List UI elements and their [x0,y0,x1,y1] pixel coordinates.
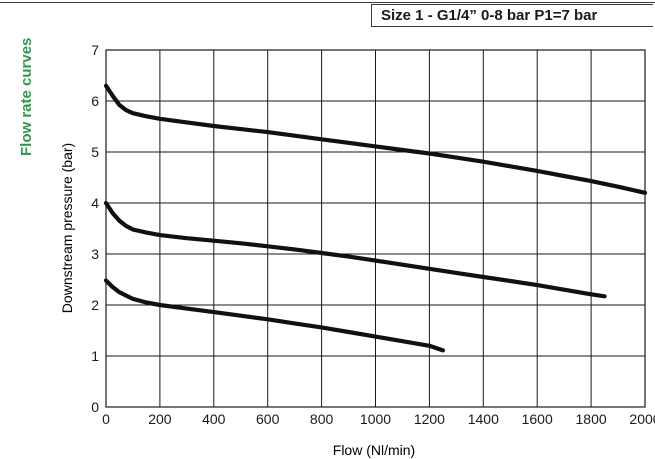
x-tick-label: 400 [202,411,226,427]
x-tick-label: 0 [102,411,110,427]
y-tick-label: 7 [91,42,99,58]
plot-border [105,49,646,408]
x-tick-label: 200 [148,411,172,427]
x-tick-label: 1400 [468,411,499,427]
y-tick-label: 0 [91,399,99,415]
y-tick-label: 4 [91,195,99,211]
grid [105,49,646,408]
curves [103,83,648,353]
y-tick-label: 6 [91,93,99,109]
plot-frame [105,49,646,408]
x-tick-label: 1200 [414,411,445,427]
x-tick-label: 800 [310,411,334,427]
y-tick-label: 2 [91,297,99,313]
x-tick-label: 1000 [360,411,391,427]
curve-2 [103,200,607,299]
x-axis-label: Flow (Nl/min) [333,442,415,458]
x-tick-label: 1800 [576,411,607,427]
y-axis-label: Downstream pressure (bar) [59,143,75,313]
x-tick-label: 600 [256,411,280,427]
x-tick-label: 1600 [522,411,553,427]
curve-3 [103,278,445,353]
size-label: Size 1 - G1/4” 0-8 bar P1=7 bar [371,4,653,27]
curve-1 [103,83,648,195]
y-tick-label: 1 [91,348,99,364]
y-tick-label: 3 [91,246,99,262]
top-rule [0,2,655,3]
y-tick-label: 5 [91,144,99,160]
